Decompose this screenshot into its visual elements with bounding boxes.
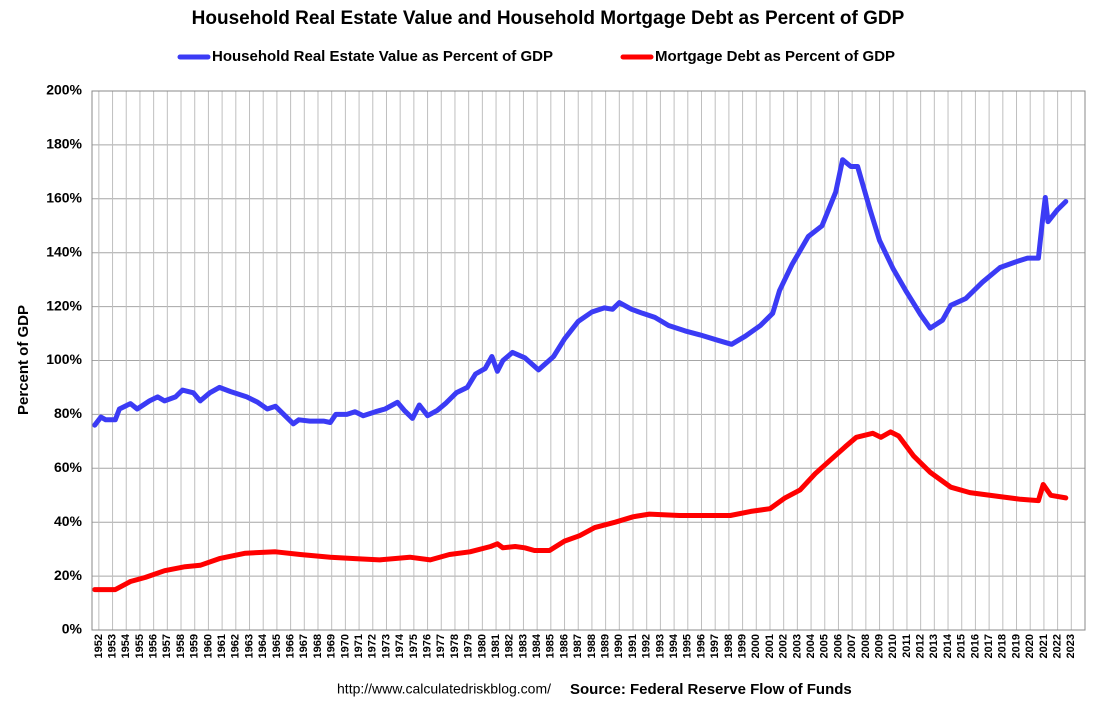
- x-tick-label: 1976: [421, 634, 433, 658]
- source: Source: Federal Reserve Flow of Funds: [570, 681, 852, 698]
- x-tick-label: 1955: [134, 634, 146, 658]
- x-tick-label: 1952: [93, 634, 105, 658]
- x-tick-label: 1989: [600, 634, 612, 658]
- x-tick-label: 1983: [517, 634, 529, 658]
- x-tick-label: 1985: [545, 634, 557, 658]
- x-tick-label: 1980: [476, 634, 488, 658]
- series-line: [92, 157, 1069, 428]
- x-tick-label: 2011: [901, 634, 913, 658]
- x-tick-label: 1991: [627, 634, 639, 658]
- x-tick-label: 1999: [736, 634, 748, 658]
- x-tick-label: 1966: [285, 634, 297, 658]
- x-tick-label: 1970: [339, 634, 351, 658]
- x-tick-label: 2019: [1010, 634, 1022, 658]
- x-tick-label: 2022: [1052, 634, 1064, 658]
- y-tick-label: 40%: [54, 513, 83, 529]
- x-tick-label: 1987: [572, 634, 584, 658]
- x-tick-label: 1971: [353, 634, 365, 658]
- x-tick-label: 2006: [832, 634, 844, 658]
- x-tick-label: 2007: [846, 634, 858, 658]
- x-tick-label: 1962: [230, 634, 242, 658]
- x-tick-label: 2010: [887, 634, 899, 658]
- x-tick-label: 1959: [189, 634, 201, 658]
- x-tick-label: 2008: [860, 634, 872, 658]
- x-tick-label: 1973: [380, 634, 392, 658]
- x-tick-label: 2009: [873, 634, 885, 658]
- x-tick-label: 1992: [641, 634, 653, 658]
- grid: [92, 90, 1085, 631]
- x-tick-label: 1975: [408, 634, 420, 658]
- y-tick-label: 180%: [46, 136, 82, 152]
- x-tick-label: 1979: [463, 634, 475, 658]
- x-tick-label: 1968: [312, 634, 324, 658]
- x-tick-label: 1956: [148, 634, 160, 658]
- x-tick-label: 1961: [216, 634, 228, 658]
- x-tick-label: 2020: [1024, 634, 1036, 658]
- y-tick-label: 0%: [62, 621, 83, 637]
- x-tick-label: 1964: [257, 633, 269, 658]
- x-tick-label: 2003: [791, 634, 803, 658]
- chart-title: Household Real Estate Value and Househol…: [192, 8, 905, 29]
- x-tick-label: 1984: [531, 633, 543, 658]
- x-tick-label: 2021: [1038, 634, 1050, 658]
- x-tick-label: 1974: [394, 633, 406, 658]
- x-tick-label: 1960: [202, 634, 214, 658]
- x-tick-label: 1995: [682, 634, 694, 658]
- y-tick-label: 80%: [54, 405, 83, 421]
- x-tick-label: 2013: [928, 634, 940, 658]
- x-tick-label: 1981: [490, 634, 502, 658]
- x-tick-label: 1969: [326, 634, 338, 658]
- x-tick-label: 2014: [942, 633, 954, 658]
- x-tick-label: 1996: [695, 634, 707, 658]
- y-tick-label: 140%: [46, 243, 82, 259]
- x-tick-label: 2005: [819, 634, 831, 658]
- plot-border: [91, 90, 1086, 631]
- x-tick-label: 1988: [586, 634, 598, 658]
- x-tick-label: 1977: [435, 634, 447, 658]
- y-tick-label: 20%: [54, 567, 83, 583]
- x-tick-label: 2016: [969, 634, 981, 658]
- y-tick-label: 160%: [46, 190, 82, 206]
- x-tick-label: 1990: [613, 634, 625, 658]
- x-tick-label: 1998: [723, 634, 735, 658]
- y-axis-label: Percent of GDP: [15, 305, 32, 415]
- x-tick-label: 2012: [915, 634, 927, 658]
- x-tick-label: 2004: [805, 633, 817, 658]
- y-tick-label: 200%: [46, 82, 82, 98]
- x-tick-label: 1953: [106, 634, 118, 658]
- y-tick-label: 120%: [46, 297, 82, 313]
- x-tick-label: 2001: [764, 634, 776, 658]
- x-tick-label: 1994: [668, 633, 680, 658]
- x-tick-label: 1963: [243, 634, 255, 658]
- x-tick-label: 1967: [298, 634, 310, 658]
- x-tick-label: 1982: [504, 634, 516, 658]
- y-tick-label: 60%: [54, 459, 83, 475]
- x-tick-label: 2002: [778, 634, 790, 658]
- x-tick-label: 2018: [997, 634, 1009, 658]
- x-tick-label: 1958: [175, 634, 187, 658]
- plot: [92, 157, 1069, 593]
- x-tick-label: 1965: [271, 634, 283, 658]
- source-url: http://www.calculatedriskblog.com/: [337, 681, 551, 697]
- x-tick-label: 1954: [120, 633, 132, 658]
- x-tick-label: 2023: [1065, 634, 1077, 658]
- legend-label: Household Real Estate Value as Percent o…: [212, 48, 553, 65]
- legend-label: Mortgage Debt as Percent of GDP: [655, 48, 895, 65]
- series-line: [92, 429, 1069, 593]
- x-tick-label: 1978: [449, 634, 461, 658]
- y-tick-label: 100%: [46, 351, 82, 367]
- x-tick-label: 1957: [161, 634, 173, 658]
- x-tick-label: 2015: [956, 634, 968, 658]
- x-tick-label: 2000: [750, 634, 762, 658]
- x-tick-label: 1993: [654, 634, 666, 658]
- x-tick-label: 2017: [983, 634, 995, 658]
- x-tick-label: 1986: [558, 634, 570, 658]
- x-tick-label: 1997: [709, 634, 721, 658]
- x-tick-label: 1972: [367, 634, 379, 658]
